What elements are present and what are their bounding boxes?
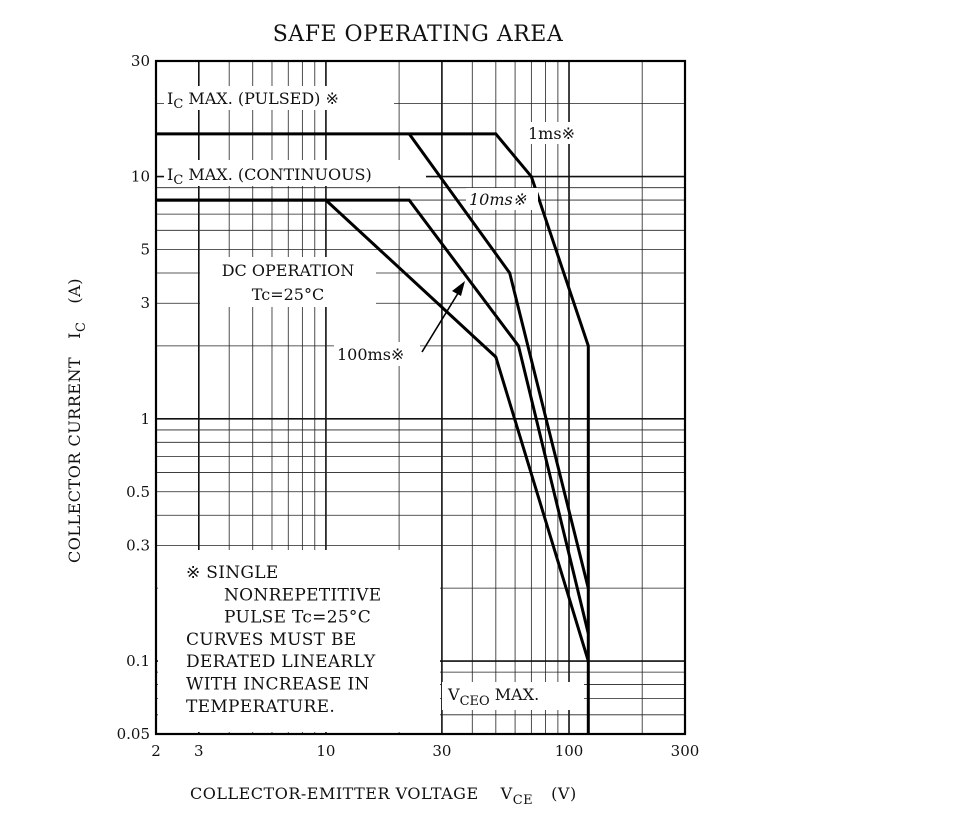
y-axis-label-unit: (A) bbox=[65, 278, 84, 304]
dc-operation-label-line1: DC OPERATION bbox=[222, 261, 355, 280]
x-tick-label: 30 bbox=[432, 742, 451, 760]
ic-pulsed-label-bg bbox=[164, 86, 394, 110]
chart-title: SAFE OPERATING AREA bbox=[273, 22, 564, 47]
pulse-100ms-arrowhead bbox=[452, 281, 465, 296]
note-line-1: ※ SINGLE bbox=[186, 563, 279, 583]
ic-pulsed-symbol: I bbox=[167, 89, 173, 108]
y-tick-label: 0.1 bbox=[126, 652, 150, 670]
dc-operation-label-bg bbox=[200, 257, 376, 307]
y-axis-label-symbol: I bbox=[65, 332, 84, 339]
ic-continuous-label: IC MAX. (CONTINUOUS) bbox=[167, 165, 372, 188]
y-tick-label: 0.5 bbox=[126, 483, 150, 501]
vceo-subscript: CEO bbox=[460, 694, 490, 709]
y-tick-label: 3 bbox=[140, 294, 150, 312]
vceo-label-bg bbox=[442, 682, 584, 710]
y-tick-label: 10 bbox=[131, 168, 150, 186]
soa-curves bbox=[156, 132, 590, 734]
soa-curve-1 bbox=[156, 132, 590, 734]
pulse-10ms-label-bg bbox=[466, 188, 538, 210]
x-tick-label: 100 bbox=[555, 742, 584, 760]
note-line-7: TEMPERATURE. bbox=[186, 697, 335, 717]
ic-continuous-subscript: C bbox=[173, 173, 183, 188]
pulse-1ms-label-bg bbox=[525, 122, 587, 144]
vceo-label: VCEO MAX. bbox=[447, 685, 539, 709]
pulse-100ms-arrow bbox=[421, 289, 461, 353]
ic-continuous-symbol: I bbox=[167, 165, 173, 184]
x-axis-label-symbol: V bbox=[500, 784, 513, 803]
pulse-1ms-label: 1ms※ bbox=[528, 124, 575, 143]
x-tick-label: 10 bbox=[316, 742, 335, 760]
vceo-symbol: V bbox=[447, 685, 460, 704]
x-axis-label-unit: (V) bbox=[551, 784, 577, 803]
pulse-100ms-label: 100ms※ bbox=[337, 345, 404, 364]
x-axis-label-main: COLLECTOR-EMITTER VOLTAGE bbox=[190, 784, 479, 803]
y-tick-label: 0.3 bbox=[126, 536, 150, 554]
y-axis-label-subscript: C bbox=[74, 322, 89, 332]
note-line-4: CURVES MUST BE bbox=[186, 630, 357, 650]
pulse-100ms-label-bg bbox=[334, 342, 420, 366]
y-tick-label: 0.05 bbox=[117, 725, 150, 743]
y-axis-label-main: COLLECTOR CURRENT bbox=[65, 357, 84, 563]
x-axis-label-subscript: CE bbox=[513, 793, 533, 808]
ic-continuous-label-bg bbox=[164, 160, 426, 186]
note-box bbox=[158, 550, 440, 732]
ic-pulsed-text: MAX. (PULSED) ※ bbox=[183, 89, 339, 108]
x-tick-label: 300 bbox=[671, 742, 700, 760]
pulse-10ms-label: 10ms※ bbox=[469, 190, 527, 209]
note-line-6: WITH INCREASE IN bbox=[186, 675, 370, 695]
dc-operation-label-line2: Tc=25°C bbox=[252, 285, 324, 304]
vceo-text: MAX. bbox=[490, 685, 540, 704]
note-line-5: DERATED LINEARLY bbox=[186, 652, 376, 672]
note-line-3: PULSE Tc=25°C bbox=[224, 608, 371, 628]
y-tick-label: 5 bbox=[140, 241, 150, 259]
y-tick-label: 1 bbox=[140, 410, 150, 428]
soa-curve-2 bbox=[407, 133, 590, 589]
ic-pulsed-label: IC MAX. (PULSED) ※ bbox=[167, 89, 339, 112]
ic-pulsed-subscript: C bbox=[173, 97, 183, 112]
soa-curve-4 bbox=[156, 198, 590, 662]
plot-frame bbox=[154, 59, 687, 736]
y-axis-label: COLLECTOR CURRENT IC (A) bbox=[65, 278, 89, 563]
x-tick-label: 3 bbox=[194, 742, 204, 760]
ic-continuous-text: MAX. (CONTINUOUS) bbox=[183, 165, 371, 184]
note-line-2: NONREPETITIVE bbox=[224, 585, 381, 605]
x-axis-label: COLLECTOR-EMITTER VOLTAGE VCE (V) bbox=[190, 784, 577, 808]
tick-labels: 2 3 10 30 100 300 30 10 5 3 1 0.5 0.3 0.1 0.05 bbox=[117, 52, 700, 760]
x-tick-label: 2 bbox=[151, 742, 161, 760]
y-tick-label: 30 bbox=[131, 52, 150, 70]
